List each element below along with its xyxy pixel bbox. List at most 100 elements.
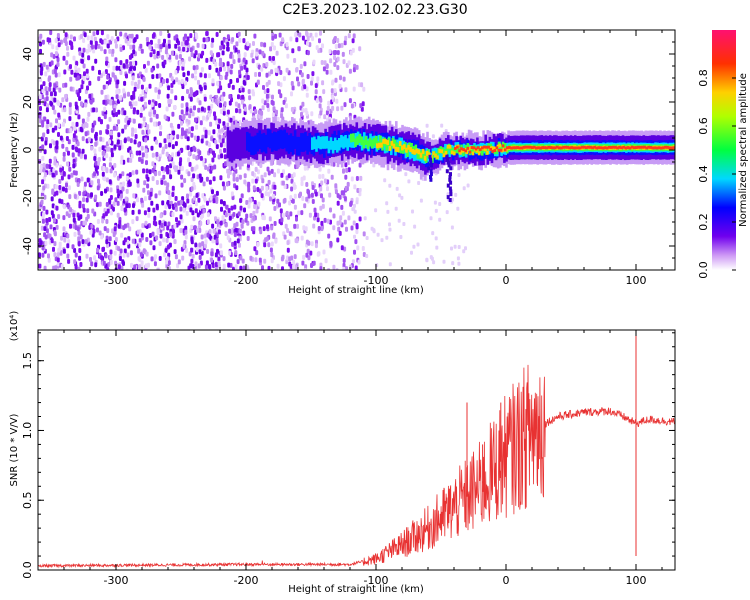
heatmap-cell [58,241,62,247]
heatmap-cell [228,100,232,106]
heatmap-ridge-cell [454,147,457,150]
heatmap-cell [79,153,83,159]
heatmap-cell [261,98,265,104]
heatmap-cell [100,191,104,196]
heatmap-cell [321,80,325,86]
heatmap-cell [132,49,136,55]
heatmap-cell [316,217,320,223]
heatmap-ridge-cell [672,146,675,150]
heatmap-cell [445,210,449,215]
heatmap-cell [180,103,184,109]
heatmap-cell [440,123,444,128]
heatmap-ridge-cell [395,142,399,152]
heatmap-cell [215,196,219,202]
heatmap-ridge-cell [501,144,505,148]
heatmap-cell [108,156,112,162]
y-tick-label: 1.5 [21,352,34,370]
heatmap-cell [256,241,260,247]
heatmap-ridge-cell [279,129,282,149]
heatmap-cell [132,203,135,209]
heatmap-ridge-cell [576,146,580,150]
heatmap-cell [320,180,324,186]
heatmap-ridge-cell [568,146,571,150]
heatmap-cell [320,220,324,226]
heatmap-cell [300,210,304,216]
heatmap-cell [267,170,271,176]
heatmap-cell [103,114,107,120]
heatmap-cell [309,250,313,256]
heatmap-cell [105,167,109,173]
heatmap-cell [127,243,131,249]
heatmap-cell [230,63,234,69]
heatmap-cell [196,42,200,48]
heatmap-cell [125,203,129,209]
heatmap-cell [131,131,134,137]
heatmap-ridge-cell [628,146,632,150]
heatmap-cell [427,166,431,171]
heatmap-cell [179,157,183,163]
heatmap-cell [212,129,216,135]
heatmap-cell [352,67,356,73]
heatmap-ridge-cell [306,135,309,155]
heatmap-cell [222,106,226,112]
heatmap-cell [178,60,182,66]
heatmap-cell [82,47,86,53]
heatmap-ridge-cell [325,136,329,149]
heatmap-cell [130,33,134,39]
heatmap-cell [71,144,75,150]
heatmap-cell [39,41,42,47]
heatmap-cell [337,226,341,232]
heatmap-cell [153,54,157,60]
heatmap-cell [109,254,113,260]
heatmap-ridge-cell [448,147,451,157]
heatmap-cell [120,232,124,238]
heatmap-cell [294,32,298,38]
heatmap-cell [252,215,256,221]
heatmap-cell [101,145,105,151]
heatmap-ridge-cell [346,138,349,151]
heatmap-cell [46,119,50,125]
heatmap-cell [399,235,403,239]
heatmap-cell [342,76,346,82]
heatmap-cell [150,145,154,151]
heatmap-cell [62,215,66,221]
heatmap-ridge-cell [252,136,255,156]
heatmap-cell [127,203,131,209]
heatmap-cell [46,103,49,109]
heatmap-cell [41,218,45,224]
heatmap-cell [306,248,310,254]
heatmap-cell [93,120,97,126]
heatmap-cell [213,111,216,117]
heatmap-cell [332,225,336,231]
heatmap-cell [62,204,66,210]
heatmap-cell [109,187,113,193]
heatmap-cell [232,59,236,65]
heatmap-cell [123,110,127,116]
heatmap-cell [338,230,342,236]
heatmap-cell [258,257,262,263]
heatmap-cell [100,255,104,261]
heatmap-cell [171,152,175,158]
heatmap-cell [388,262,392,267]
heatmap-cell [318,174,322,180]
heatmap-cell [199,260,203,266]
heatmap-cell [128,146,132,152]
heatmap-cell [317,226,321,231]
heatmap-cell [46,183,50,189]
heatmap-cell [69,34,73,40]
heatmap-cell [165,45,169,51]
heatmap-cell [213,115,217,121]
heatmap-cell [189,191,193,197]
heatmap-cell [219,149,222,154]
heatmap-cell [178,114,182,120]
heatmap-cell [334,77,338,83]
heatmap-cell [66,161,69,167]
heatmap-cell [336,193,340,199]
spectrogram-cells [38,30,675,270]
heatmap-cell [93,171,97,177]
heatmap-cell [68,194,72,200]
heatmap-cell [242,265,246,270]
heatmap-cell [154,193,158,199]
heatmap-cell [247,89,251,95]
heatmap-cell [315,98,319,103]
